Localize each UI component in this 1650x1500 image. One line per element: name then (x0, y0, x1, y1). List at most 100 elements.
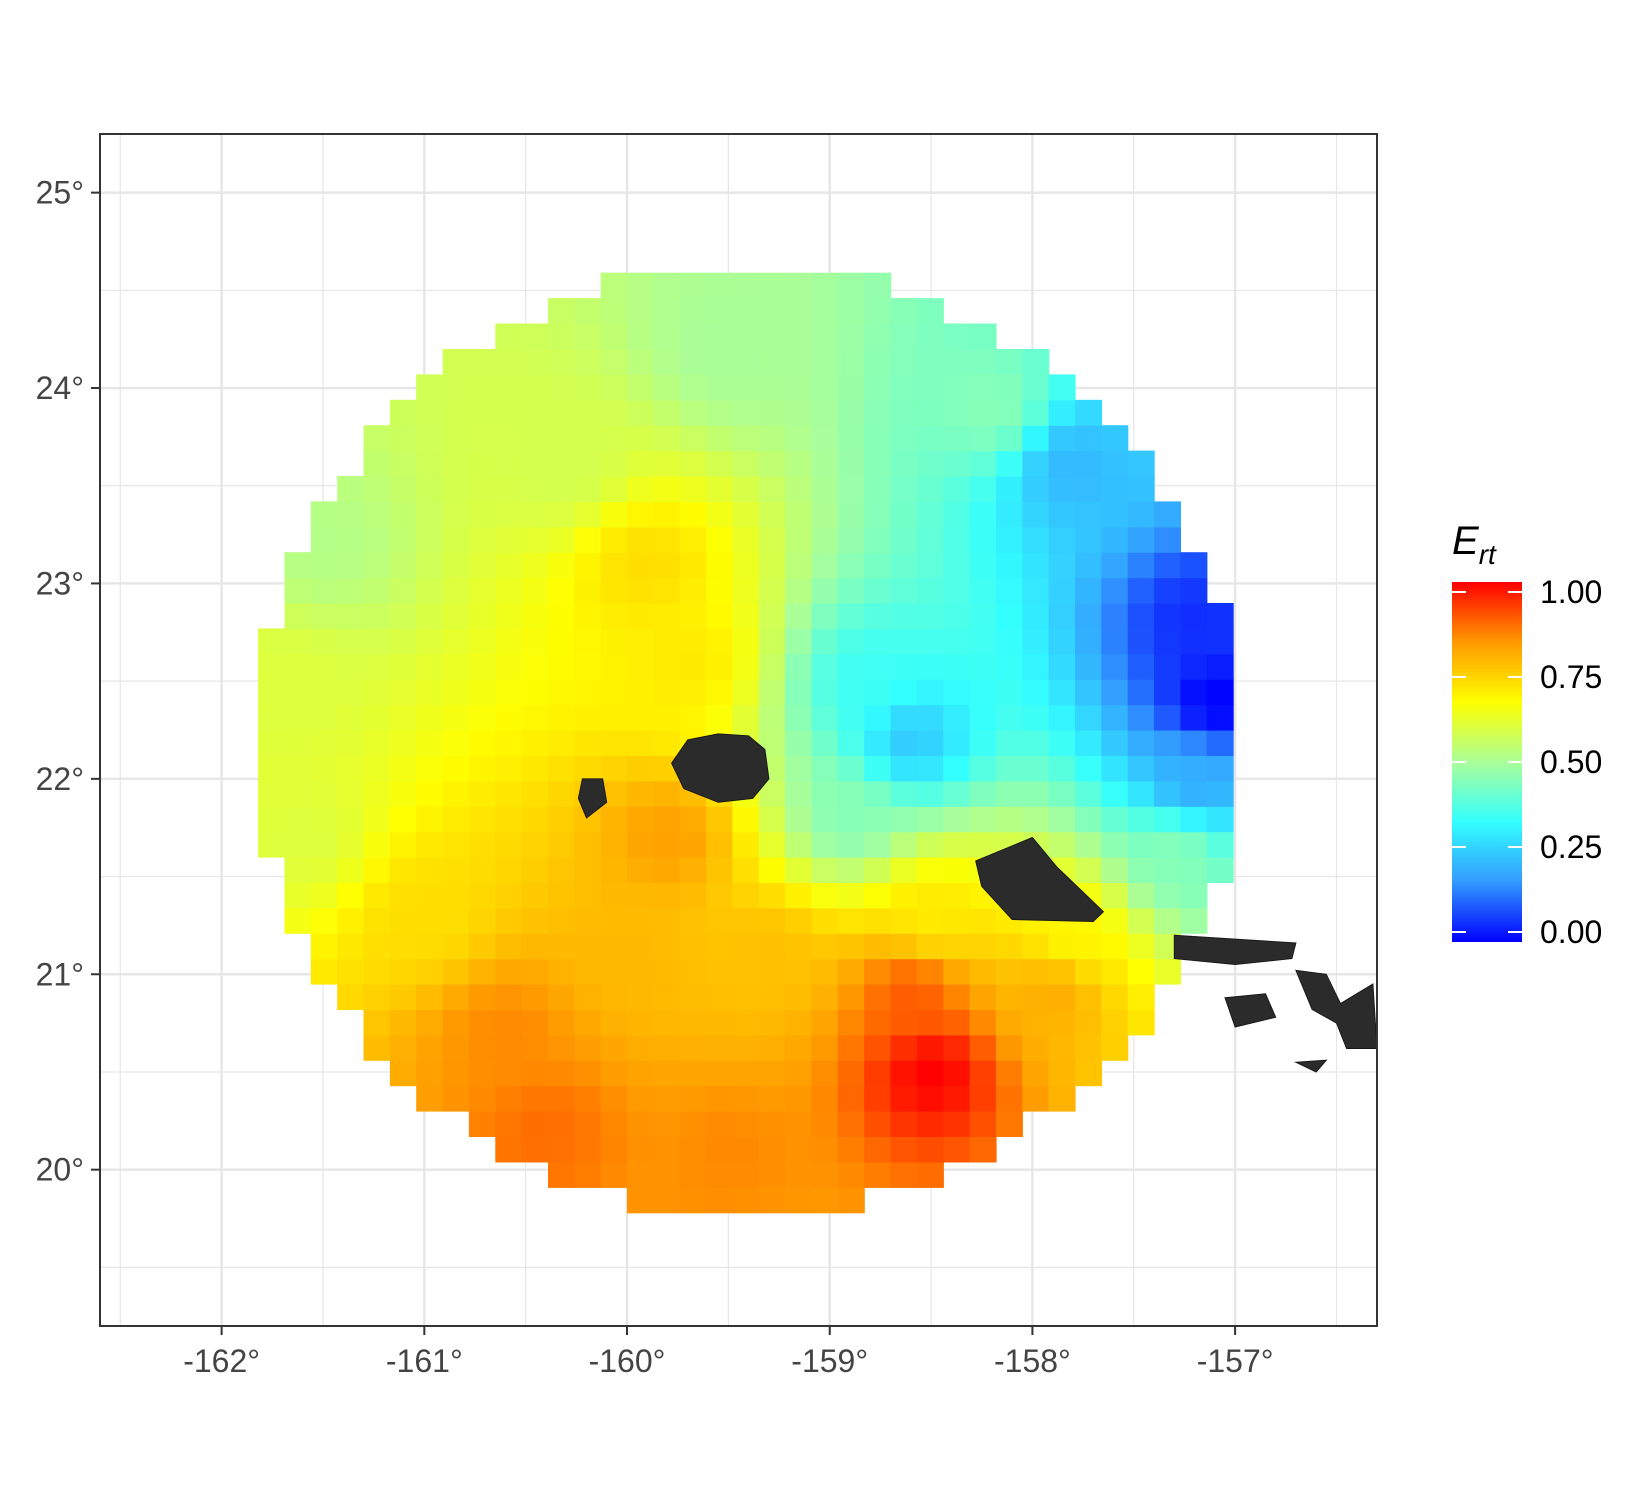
heatmap-cell (468, 958, 496, 985)
heatmap-cell (363, 806, 391, 833)
heatmap-cell (653, 958, 681, 985)
heatmap-cell (811, 526, 839, 553)
heatmap-cell (600, 450, 628, 477)
heatmap-cell (837, 933, 865, 960)
heatmap-cell (337, 653, 365, 680)
heatmap-cell (943, 577, 971, 604)
heatmap-cell (548, 425, 575, 452)
heatmap-cell (732, 577, 760, 604)
heatmap-cell (653, 603, 681, 629)
heatmap-cell (1180, 831, 1208, 858)
heatmap-cell (389, 526, 417, 553)
heatmap-cell (916, 857, 944, 883)
heatmap-cell (627, 1060, 654, 1087)
heatmap-cell (785, 755, 813, 782)
heatmap-cell (890, 1136, 918, 1163)
heatmap-cell (890, 806, 918, 833)
heatmap-cell (943, 984, 971, 1010)
heatmap-cell (785, 831, 813, 858)
heatmap-cell (995, 374, 1023, 401)
heatmap-cell (627, 425, 654, 452)
heatmap-cell (943, 349, 971, 375)
x-tick-label: -160° (589, 1343, 666, 1379)
heatmap-cell (732, 399, 760, 426)
heatmap-cell (337, 882, 365, 909)
heatmap-cell (1154, 730, 1181, 756)
heatmap-cell (653, 552, 681, 579)
heatmap-cell (468, 425, 496, 452)
heatmap-cell (864, 349, 892, 375)
heatmap-cell (653, 653, 681, 680)
heatmap-cell (732, 958, 760, 985)
heatmap-cell (653, 1161, 681, 1188)
heatmap-cell (416, 374, 444, 401)
heatmap-cell (653, 730, 681, 756)
heatmap-cell (548, 958, 575, 985)
heatmap-cell (943, 476, 971, 502)
heatmap-cell (442, 425, 470, 452)
heatmap-cell (785, 933, 813, 960)
heatmap-cell (521, 323, 549, 350)
heatmap-cell (758, 1034, 786, 1061)
heatmap-cell (548, 984, 575, 1010)
heatmap-cell (706, 399, 734, 426)
heatmap-cell (864, 907, 892, 934)
heatmap-cell (1101, 653, 1129, 680)
heatmap-cell (600, 907, 628, 934)
heatmap-cell (310, 882, 338, 909)
heatmap-cell (310, 501, 338, 528)
heatmap-cell (679, 577, 707, 604)
panel-border (99, 133, 1378, 1327)
heatmap-cell (389, 882, 417, 909)
heatmap-cell (811, 1009, 839, 1036)
heatmap-cell (969, 501, 997, 528)
heatmap-cell (389, 755, 417, 782)
heatmap-cell (495, 831, 523, 858)
heatmap-cell (1048, 577, 1076, 604)
heatmap-cell (1075, 425, 1102, 452)
heatmap-cell (943, 526, 971, 553)
heatmap-cell (969, 1009, 997, 1036)
heatmap-cell (1180, 857, 1208, 883)
heatmap-cell (442, 1009, 470, 1036)
heatmap-cell (1022, 1085, 1050, 1112)
heatmap-cell (284, 704, 312, 731)
heatmap-cell (627, 349, 654, 375)
heatmap-cell (574, 1034, 602, 1061)
heatmap-cell (284, 628, 312, 655)
heatmap-cell (706, 526, 734, 553)
heatmap-cell (574, 857, 602, 883)
heatmap-cell (943, 933, 971, 960)
heatmap-cell (732, 1060, 760, 1087)
heatmap-cell (310, 552, 338, 579)
y-tick-label: 20° (36, 1152, 84, 1188)
heatmap-cell (574, 399, 602, 426)
heatmap-cell (310, 933, 338, 960)
heatmap-cell (389, 857, 417, 883)
heatmap-cell (627, 730, 654, 756)
heatmap-cell (416, 476, 444, 502)
heatmap-cell (521, 399, 549, 426)
heatmap-cell (284, 679, 312, 706)
heatmap-cell (706, 272, 734, 299)
heatmap-cell (706, 603, 734, 629)
heatmap-cell (785, 1161, 813, 1188)
heatmap-cell (864, 831, 892, 858)
heatmap-cell (442, 907, 470, 934)
heatmap-cell (258, 653, 286, 680)
heatmap-cell (837, 780, 865, 807)
heatmap-cell (337, 780, 365, 807)
heatmap-cell (653, 425, 681, 452)
heatmap-cell (969, 399, 997, 426)
heatmap-cell (495, 882, 523, 909)
heatmap-cell (627, 526, 654, 553)
heatmap-cell (890, 399, 918, 426)
legend-tick-label: 0.50 (1540, 744, 1602, 780)
heatmap-cell (785, 628, 813, 655)
heatmap-cell (442, 374, 470, 401)
heatmap-cell (363, 933, 391, 960)
heatmap-cell (442, 780, 470, 807)
heatmap-cell (1206, 628, 1234, 655)
heatmap-cell (548, 399, 575, 426)
heatmap-cell (837, 399, 865, 426)
